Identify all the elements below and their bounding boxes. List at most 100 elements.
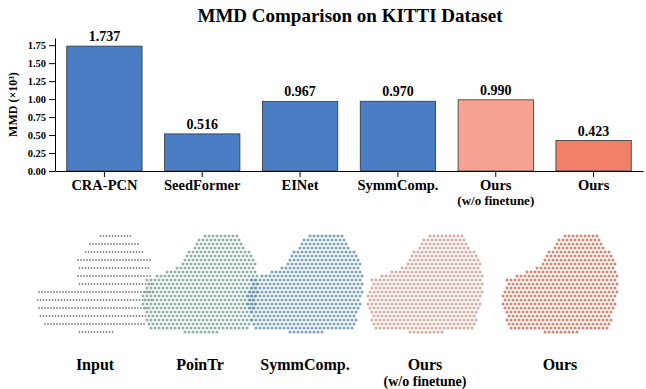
point-cloud-dot [367,303,370,306]
point-cloud-dot [220,251,223,254]
point-cloud-dot [317,291,320,294]
point-cloud-dot [379,303,382,306]
point-cloud-dot [116,307,118,309]
point-cloud-dot [192,315,195,318]
point-cloud-dot [337,323,340,326]
point-cloud-dot [267,303,270,306]
x-tick-mark [593,171,594,177]
point-cloud-dot [168,291,171,294]
point-cloud-dot [214,255,217,258]
point-cloud-dot [353,291,356,294]
point-cloud-dot [224,291,227,294]
point-cloud-dot [403,295,406,298]
point-cloud-dot [190,295,193,298]
point-cloud-dot [301,323,304,326]
point-cloud-dot [255,311,258,314]
point-cloud-dot [204,291,207,294]
point-cloud-dot [65,291,67,293]
point-cloud-dot [375,295,378,298]
point-cloud-dot [301,283,304,286]
point-cloud-dot [198,303,201,306]
point-cloud-dot [403,287,406,290]
point-cloud-dot [182,319,185,322]
point-cloud-dot [224,323,227,326]
point-cloud-dot [333,283,336,286]
point-cloud-dot [473,267,476,270]
point-cloud-dot [144,291,147,294]
point-cloud-dot [303,279,306,282]
point-cloud-dot [186,255,189,258]
point-cloud-dot [321,243,324,246]
x-tick-label-line: (w/o finetune) [457,193,534,208]
point-cloud-dot [168,315,171,318]
y-tick: 0.25 [28,148,55,159]
point-cloud-dot [259,327,262,330]
point-cloud-dot [317,315,320,318]
point-cloud-dot [58,299,60,301]
point-cloud-dot [174,271,177,274]
point-cloud-dot [297,283,300,286]
point-cloud-dot [80,291,82,293]
point-cloud-dot [435,303,438,306]
point-cloud-dot [279,327,282,330]
point-cloud-dot [447,287,450,290]
point-cloud-dot [463,295,466,298]
point-cloud-dot [301,267,304,270]
point-cloud-dot [184,275,187,278]
point-cloud-dot [445,299,448,302]
point-cloud-dot [158,303,161,306]
point-cloud-dot [445,291,448,294]
point-cloud-dot [379,287,382,290]
point-cloud-dot [333,275,336,278]
point-cloud-dot [257,315,260,318]
point-cloud-dot [353,307,356,310]
point-cloud-dot [86,275,88,277]
point-cloud-dot [269,323,272,326]
point-cloud-dot [172,283,175,286]
point-cloud-dot [381,299,384,302]
point-cloud-dot [327,287,330,290]
point-cloud-dot [77,307,79,309]
point-cloud-dot [343,287,346,290]
point-cloud-dot [106,251,108,253]
point-cloud-dot [130,251,132,253]
point-cloud-dot [176,275,179,278]
point-cloud-dot [218,247,221,250]
point-cloud-dot [53,323,55,325]
point-cloud-dot [206,255,209,258]
point-cloud-dot [455,311,458,314]
point-cloud-dot [333,243,336,246]
point-cloud-dot [133,267,135,269]
point-cloud-dot [359,263,362,266]
point-cloud-dot [86,307,88,309]
point-cloud-dot [156,315,159,318]
point-cloud-dot [194,327,197,330]
point-cloud-dot [263,295,266,298]
point-cloud-dot [86,323,88,325]
point-cloud-dot [194,303,197,306]
point-cloud-dot [198,247,201,250]
point-cloud-dot [315,295,318,298]
point-cloud-dot [355,263,358,266]
point-cloud-dot [331,255,334,258]
point-cloud-dot [194,271,197,274]
point-cloud-dot [463,287,466,290]
point-cloud-dot [333,259,336,262]
point-cloud-dot [327,239,330,242]
point-cloud-dot [246,271,249,274]
point-cloud-dot [465,283,468,286]
point-cloud-dot [317,275,320,278]
point-cloud-dot [218,263,221,266]
point-cloud-dot [281,307,284,310]
point-cloud-dot [71,291,73,293]
point-cloud-dot [196,307,199,310]
point-cloud-dot [244,275,247,278]
point-cloud-dot [106,299,108,301]
point-cloud-dot [224,307,227,310]
point-cloud-dot [435,271,438,274]
point-cloud-dot [289,323,292,326]
point-cloud-dot [289,331,292,334]
point-cloud-dot [337,235,340,238]
point-cloud-dot [345,299,348,302]
point-cloud-dot [411,263,414,266]
